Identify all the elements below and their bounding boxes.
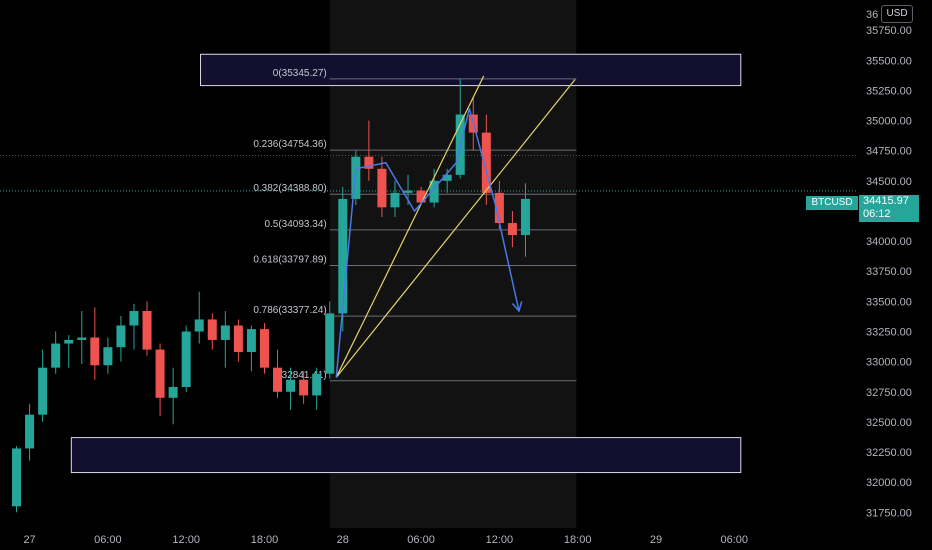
- candle-body: [207, 319, 217, 340]
- price-tick-label: 34000.00: [866, 236, 912, 248]
- price-zone[interactable]: [70, 437, 742, 474]
- trend-line[interactable]: [335, 79, 576, 378]
- bar-countdown: 06:12: [863, 208, 891, 220]
- price-tick-label: 33250.00: [866, 327, 912, 339]
- candle-body: [390, 192, 400, 208]
- candle-body: [155, 349, 165, 398]
- candle-body: [312, 373, 322, 396]
- price-tick-label: 35750.00: [866, 25, 912, 37]
- candle-body: [351, 156, 361, 199]
- fib-retracement[interactable]: 0(35345.27) 0.236(34754.36) 0.382(34388.80…: [253, 68, 577, 382]
- price-axis[interactable]: 31750.00 32000.00 32250.00 32500.00 32750.00…: [866, 9, 912, 519]
- price-tick-label: 33500.00: [866, 296, 912, 308]
- candle-body: [494, 192, 504, 224]
- time-tick-label: 06:00: [721, 534, 749, 546]
- candle-body: [338, 198, 348, 314]
- candle-body: [259, 329, 269, 368]
- time-tick-label: 29: [650, 534, 662, 546]
- candle-body: [286, 379, 296, 392]
- reference-lines: [0, 155, 858, 192]
- fib-level-label: 0(35345.27): [273, 68, 327, 79]
- projection-arrowhead: [511, 301, 523, 313]
- time-axis[interactable]: 27 06:00 12:00 18:00 28 06:00 12:00 18:00 29 06:0…: [23, 534, 748, 546]
- candle-body: [416, 190, 426, 203]
- candle-body: [325, 313, 335, 374]
- fib-level-label: 0.786(33377.24): [253, 305, 326, 316]
- candle-body: [90, 337, 100, 366]
- price-value-box: 34415.97 06:12: [859, 195, 919, 222]
- candle-body: [142, 311, 152, 350]
- price-tick-label: 33750.00: [866, 266, 912, 278]
- candle-body: [220, 325, 230, 340]
- candle-body: [507, 223, 517, 236]
- time-tick-label: 18:00: [564, 534, 592, 546]
- candle-body: [403, 190, 413, 193]
- candle-body: [233, 325, 243, 352]
- candle-body: [299, 379, 309, 396]
- time-tick-label: 06:00: [407, 534, 435, 546]
- supply-demand-zones[interactable]: [70, 53, 742, 474]
- price-tick-label: 34500.00: [866, 176, 912, 188]
- projection-path[interactable]: [335, 108, 523, 378]
- currency-badge[interactable]: USD: [881, 5, 913, 23]
- candle-body: [273, 367, 283, 392]
- time-tick-label: 27: [23, 534, 35, 546]
- candle-body: [77, 337, 87, 340]
- trend-line[interactable]: [335, 75, 485, 378]
- fib-level-label: 0.236(34754.36): [253, 139, 326, 150]
- candle-body: [168, 386, 178, 398]
- fib-level-label: 0.5(34093.34): [264, 219, 326, 230]
- candle-body: [194, 319, 204, 332]
- price-tick-label: 35000.00: [866, 116, 912, 128]
- candle-body: [377, 168, 387, 208]
- candle-body: [38, 367, 48, 415]
- price-tick-label: 35500.00: [866, 55, 912, 67]
- time-tick-label: 18:00: [251, 534, 279, 546]
- fib-level-label: 1(32841.41): [273, 370, 327, 381]
- candlestick-series: [12, 78, 530, 513]
- candle-body: [25, 414, 35, 449]
- trend-lines[interactable]: [335, 75, 576, 378]
- candle-body: [364, 156, 374, 169]
- candle-body: [12, 448, 22, 507]
- candle-body: [116, 325, 126, 348]
- candle-body: [520, 198, 530, 236]
- price-tick-label: 32000.00: [866, 477, 912, 489]
- candle-body: [246, 329, 256, 352]
- candle-body: [481, 132, 491, 193]
- price-zone[interactable]: [200, 53, 742, 87]
- price-tick-label-partial: 36: [866, 9, 878, 21]
- candle-body: [181, 331, 191, 387]
- projection-line[interactable]: [335, 108, 520, 378]
- time-tick-label: 12:00: [486, 534, 514, 546]
- candle-body: [64, 339, 74, 344]
- fib-level-label: 0.382(34388.80): [253, 183, 326, 194]
- price-tick-label: 33000.00: [866, 357, 912, 369]
- symbol-label: BTCUSD: [806, 196, 858, 210]
- candle-body: [429, 180, 439, 203]
- current-price-value: 34415.97: [863, 195, 909, 207]
- candle-body: [103, 347, 113, 366]
- time-tick-label: 28: [337, 534, 349, 546]
- price-tick-label: 35250.00: [866, 85, 912, 97]
- price-tick-label: 34750.00: [866, 146, 912, 158]
- price-tick-label: 32750.00: [866, 387, 912, 399]
- candle-body: [51, 343, 61, 368]
- time-tick-label: 12:00: [172, 534, 200, 546]
- fib-level-label: 0.618(33797.89): [253, 254, 326, 265]
- candle-body: [129, 311, 139, 326]
- price-tick-label: 32250.00: [866, 447, 912, 459]
- time-tick-label: 06:00: [94, 534, 122, 546]
- price-tick-label: 32500.00: [866, 417, 912, 429]
- price-tick-label: 31750.00: [866, 507, 912, 519]
- candle-body: [442, 174, 452, 181]
